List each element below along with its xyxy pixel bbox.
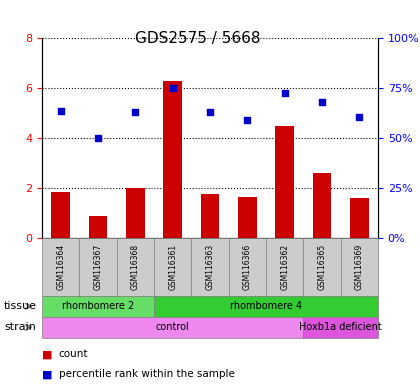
Text: GSM116368: GSM116368 (131, 244, 140, 290)
Text: GSM116363: GSM116363 (205, 244, 215, 290)
Text: GSM116367: GSM116367 (94, 244, 102, 290)
Text: tissue: tissue (4, 301, 37, 311)
Bar (312, 173, 331, 238)
Text: GSM116361: GSM116361 (168, 244, 177, 290)
Text: Hoxb1a deficient: Hoxb1a deficient (299, 322, 382, 333)
Text: strain: strain (4, 322, 36, 333)
Bar (350, 198, 369, 238)
Bar (51, 192, 70, 238)
Point (207, 109, 213, 115)
Text: rhombomere 2: rhombomere 2 (62, 301, 134, 311)
Point (169, 85, 176, 91)
Point (281, 90, 288, 96)
Text: GSM116366: GSM116366 (243, 244, 252, 290)
Text: count: count (59, 349, 88, 359)
Bar (126, 188, 144, 238)
Bar (276, 126, 294, 238)
Point (57, 108, 64, 114)
Point (319, 99, 326, 105)
Point (244, 116, 251, 122)
Text: GSM116369: GSM116369 (355, 244, 364, 290)
Text: GSM116364: GSM116364 (56, 244, 65, 290)
Text: ■: ■ (42, 369, 52, 379)
Text: GDS2575 / 5668: GDS2575 / 5668 (135, 31, 260, 46)
Text: ■: ■ (42, 349, 52, 359)
Point (356, 114, 363, 120)
Point (94, 135, 101, 141)
Text: control: control (156, 322, 189, 333)
Point (132, 109, 139, 115)
Text: percentile rank within the sample: percentile rank within the sample (59, 369, 235, 379)
Bar (238, 197, 257, 238)
Bar (163, 81, 182, 238)
Text: GSM116362: GSM116362 (280, 244, 289, 290)
Text: GSM116365: GSM116365 (318, 244, 326, 290)
Bar (89, 216, 108, 238)
Text: rhombomere 4: rhombomere 4 (230, 301, 302, 311)
Bar (201, 194, 219, 238)
